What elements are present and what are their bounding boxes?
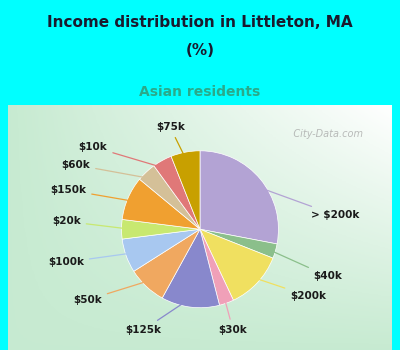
Text: Income distribution in Littleton, MA: Income distribution in Littleton, MA — [47, 15, 353, 30]
Text: $200k: $200k — [253, 278, 326, 301]
Wedge shape — [122, 229, 200, 271]
Text: $20k: $20k — [52, 216, 128, 229]
Wedge shape — [200, 229, 277, 258]
Text: $30k: $30k — [218, 297, 247, 335]
Wedge shape — [171, 151, 200, 229]
Wedge shape — [122, 219, 200, 239]
Wedge shape — [200, 229, 234, 305]
Text: Asian residents: Asian residents — [139, 85, 261, 99]
Text: (%): (%) — [186, 43, 214, 58]
Text: > $200k: > $200k — [256, 186, 360, 220]
Wedge shape — [154, 156, 200, 229]
Text: $150k: $150k — [50, 185, 134, 201]
Text: $125k: $125k — [126, 299, 189, 335]
Wedge shape — [162, 229, 220, 308]
Text: $100k: $100k — [48, 253, 132, 267]
Wedge shape — [200, 229, 273, 300]
Text: $75k: $75k — [156, 122, 186, 159]
Wedge shape — [140, 166, 200, 229]
Wedge shape — [134, 229, 200, 298]
Text: $60k: $60k — [62, 160, 150, 178]
Text: $10k: $10k — [79, 142, 164, 168]
Text: $50k: $50k — [73, 280, 150, 305]
Wedge shape — [122, 179, 200, 229]
Wedge shape — [200, 151, 278, 244]
Text: City-Data.com: City-Data.com — [284, 130, 364, 139]
Text: $40k: $40k — [269, 250, 343, 281]
